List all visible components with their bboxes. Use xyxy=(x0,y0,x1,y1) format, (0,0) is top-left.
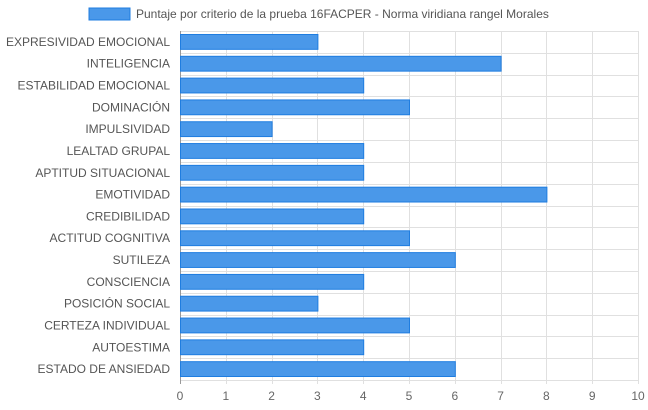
x-axis-tick-labels: 0 1 2 3 4 5 6 7 8 9 10 xyxy=(177,389,645,403)
bar xyxy=(180,339,365,356)
x-tick-label: 8 xyxy=(543,389,550,403)
category-label: CERTEZA INDIVIDUAL xyxy=(44,318,170,332)
bar xyxy=(180,317,410,334)
x-tick-label: 5 xyxy=(406,389,413,403)
category-label: DOMINACIÓN xyxy=(92,99,170,114)
bar xyxy=(180,186,548,203)
x-tick-label: 10 xyxy=(631,389,645,403)
bar xyxy=(180,77,365,94)
category-label: SUTILEZA xyxy=(113,253,170,267)
category-label: ESTABILIDAD EMOCIONAL xyxy=(18,79,171,93)
x-tick-label: 1 xyxy=(222,389,229,403)
bar xyxy=(180,230,410,247)
x-tick-label: 2 xyxy=(268,389,275,403)
x-tick-label: 9 xyxy=(589,389,596,403)
bar xyxy=(180,143,365,159)
bar xyxy=(180,121,273,138)
bar xyxy=(180,164,365,181)
bar xyxy=(180,99,410,116)
x-tick-label: 7 xyxy=(497,389,504,403)
category-label: AUTOESTIMA xyxy=(92,340,170,354)
category-label: ESTADO DE ANSIEDAD xyxy=(38,362,171,376)
bar xyxy=(180,208,365,225)
category-label: INTELIGENCIA xyxy=(87,57,170,71)
category-labels: EXPRESIVIDAD EMOCIONAL INTELIGENCIA ESTABI… xyxy=(6,35,170,376)
bars xyxy=(180,33,548,378)
x-tick-label: 0 xyxy=(177,389,184,403)
bar xyxy=(180,55,502,72)
category-label: POSICIÓN SOCIAL xyxy=(64,296,170,311)
category-label: EXPRESIVIDAD EMOCIONAL xyxy=(6,35,170,49)
legend-label: Puntaje por criterio de la prueba 16FACP… xyxy=(136,7,549,21)
bar xyxy=(180,273,365,290)
bar xyxy=(180,33,319,50)
x-tick-label: 3 xyxy=(314,389,321,403)
category-label: IMPULSIVIDAD xyxy=(85,122,170,136)
bar xyxy=(180,252,456,268)
category-label: ACTITUD COGNITIVA xyxy=(50,231,170,245)
legend[interactable]: Puntaje por criterio de la prueba 16FACP… xyxy=(88,7,549,21)
category-label: LEALTAD GRUPAL xyxy=(67,144,171,158)
bar xyxy=(180,361,456,378)
bar xyxy=(180,295,319,312)
category-label: CONSCIENCIA xyxy=(87,275,170,289)
category-label: EMOTIVIDAD xyxy=(95,188,170,202)
legend-swatch xyxy=(88,7,131,21)
x-tick-label: 6 xyxy=(451,389,458,403)
x-tick-label: 4 xyxy=(360,389,367,403)
category-label: CREDIBILIDAD xyxy=(86,209,170,223)
category-label: APTITUD SITUACIONAL xyxy=(35,166,170,180)
